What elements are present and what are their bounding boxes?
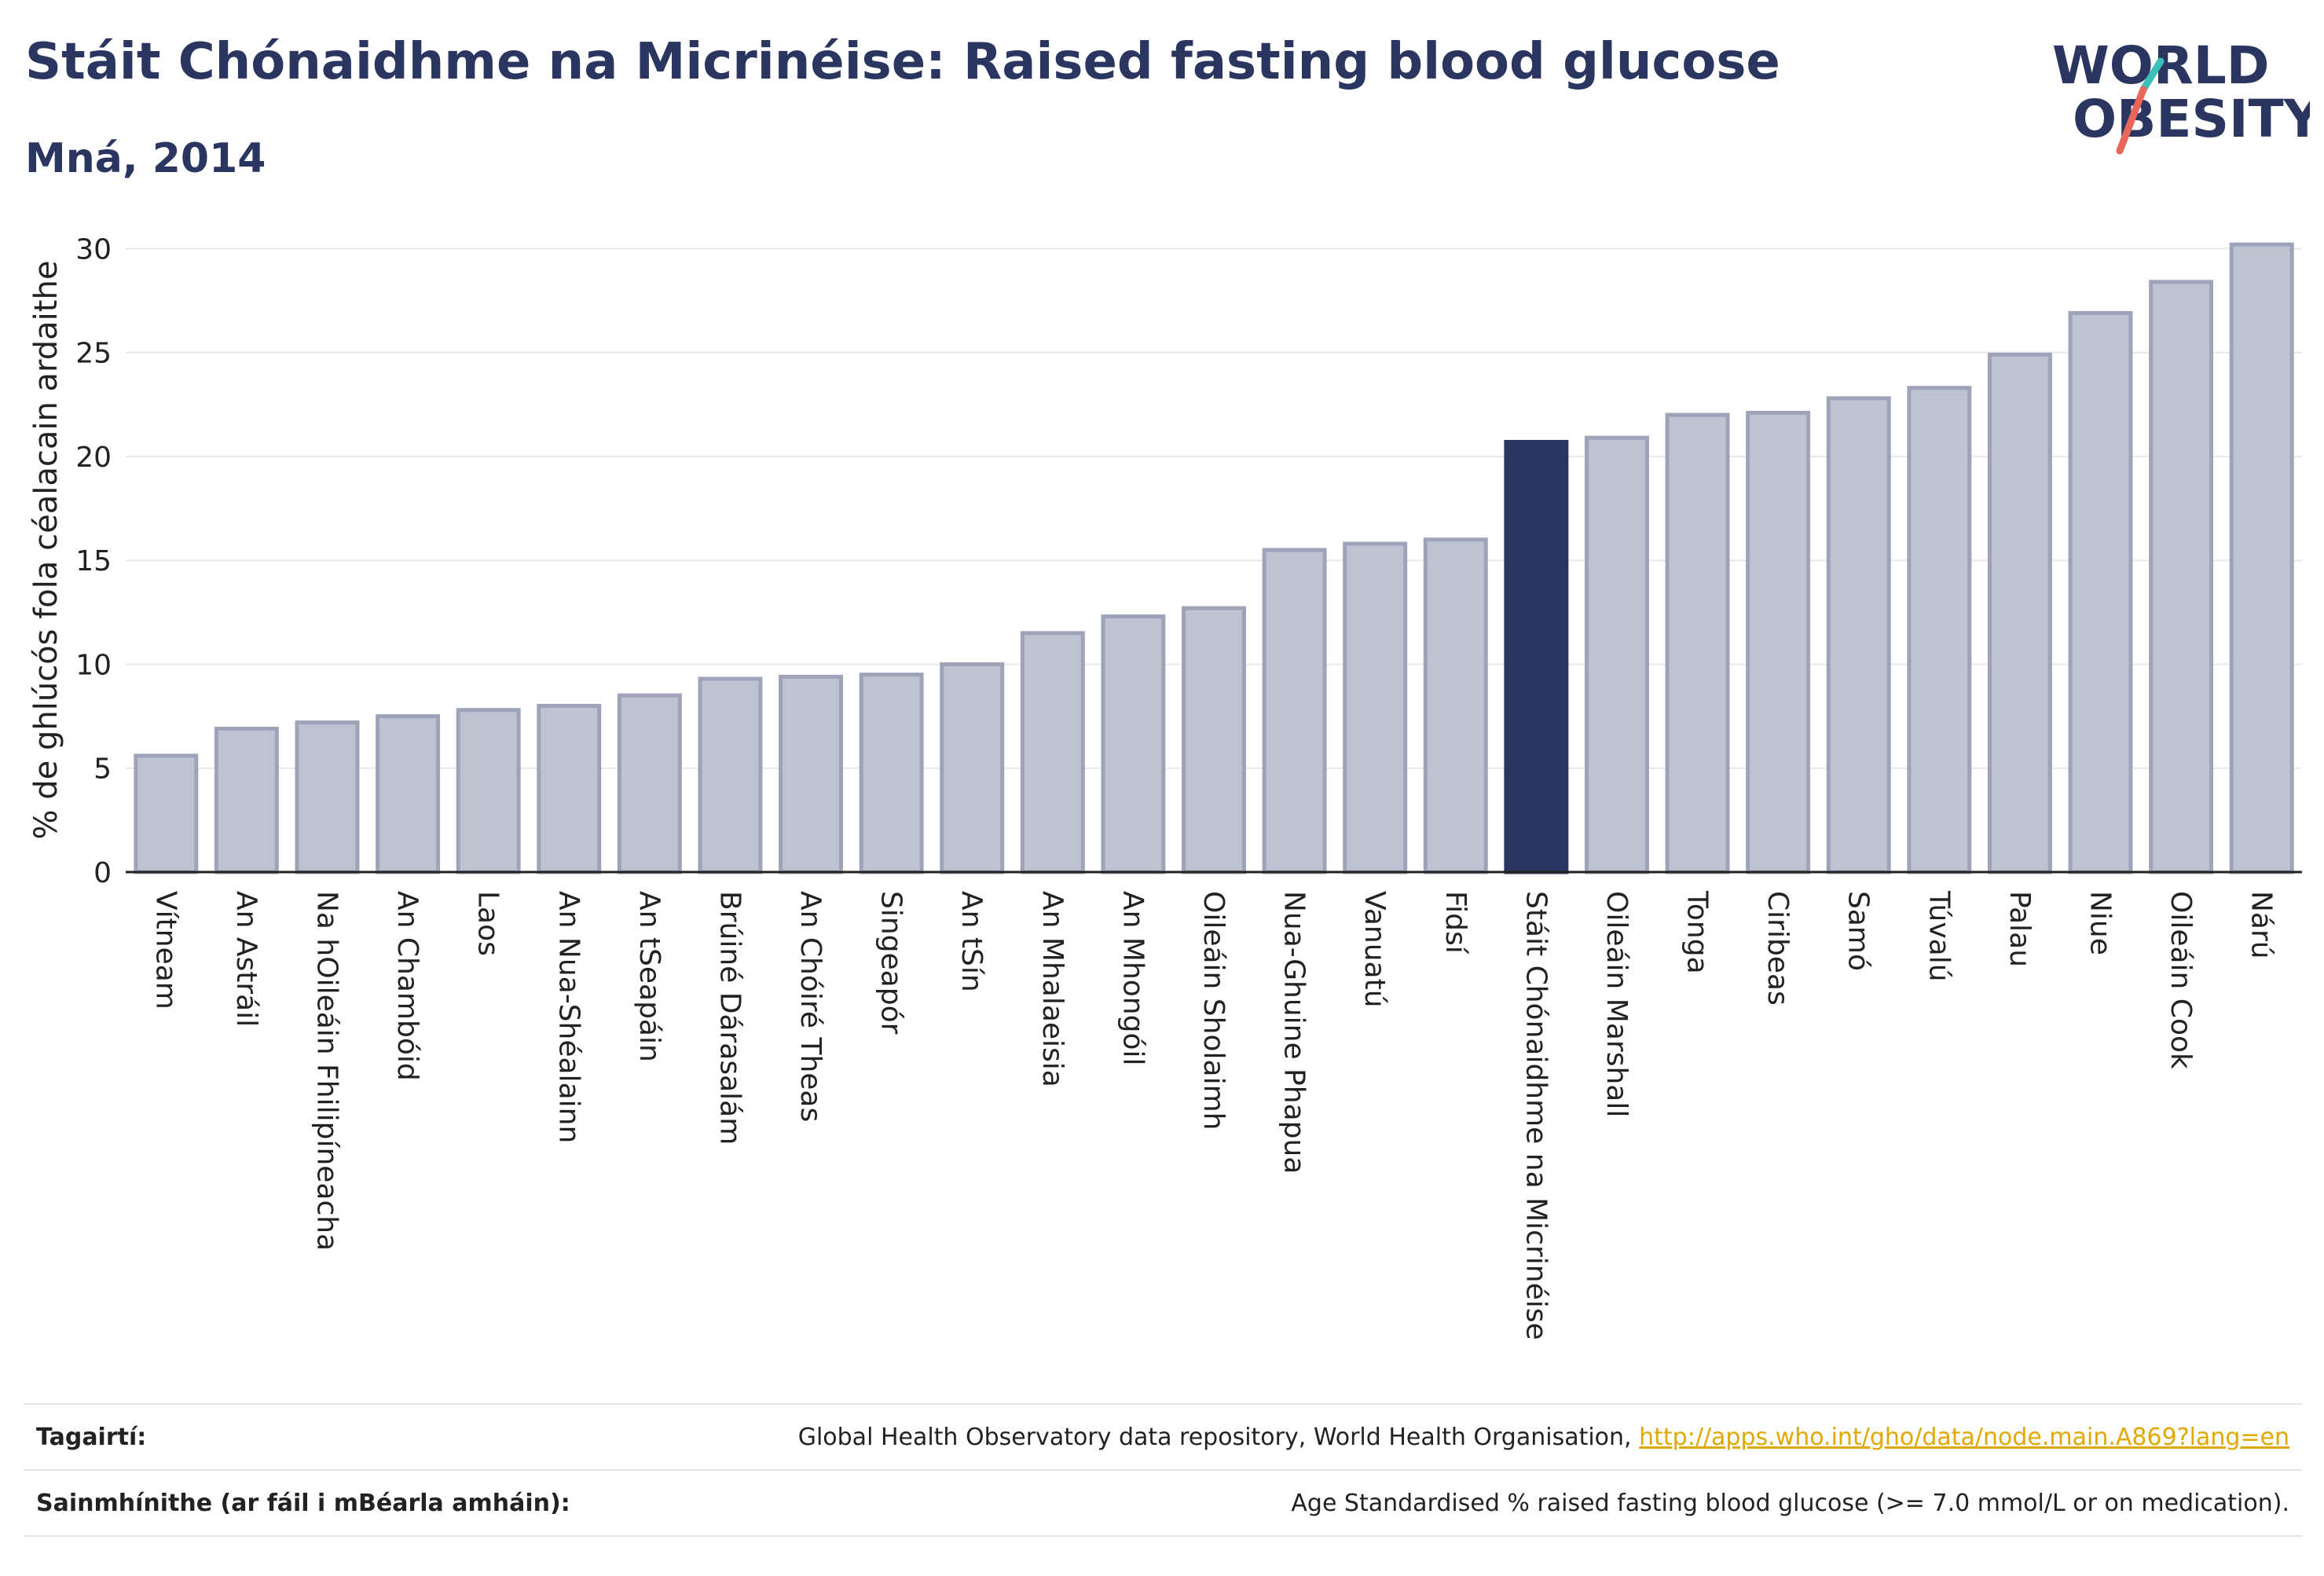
bar: [1584, 435, 1649, 874]
bar: [376, 714, 441, 874]
bar: [1665, 412, 1730, 874]
y-tick-label: 25: [75, 338, 112, 370]
logo-slash-teal: [2139, 57, 2165, 93]
x-tick-label: Palau: [2003, 891, 2036, 967]
bar: [1907, 386, 1972, 874]
x-tick-label: Na hOileáin Fhilipíneacha: [310, 891, 343, 1251]
x-tick-label: Brúiné Dárasalám: [713, 891, 746, 1145]
bar: [537, 703, 602, 874]
bar: [1182, 606, 1246, 874]
y-tick-labels: 0 5 10 15 20 25 30: [75, 233, 112, 889]
bar: [2068, 310, 2133, 874]
bar: [456, 708, 521, 874]
definitions-label: Sainmhínithe (ar fáil i mBéarla amháin):: [36, 1489, 570, 1517]
y-tick-label: 0: [93, 857, 112, 889]
y-tick-label: 10: [75, 649, 112, 681]
x-tick-label: Samó: [1842, 891, 1875, 971]
definitions-row: Sainmhínithe (ar fáil i mBéarla amháin):…: [24, 1469, 2302, 1537]
bar: [295, 720, 360, 874]
bar: [1101, 614, 1166, 874]
x-tick-label: An Chambóid: [391, 891, 423, 1081]
bar: [698, 676, 763, 874]
y-tick-label: 15: [75, 545, 112, 577]
logo-line-2: OBESITY: [2073, 89, 2310, 149]
bar-chart: 0 5 10 15 20 25 30 Vítneam An Astráil Na hOileái…: [28, 233, 2302, 1340]
y-tick-label: 20: [75, 442, 112, 474]
x-tick-label: Ciribeas: [1761, 891, 1794, 1006]
x-tick-label: An tSeapáin: [633, 891, 665, 1062]
bar: [1423, 537, 1488, 874]
y-tick-label: 30: [75, 233, 112, 266]
bar: [1987, 352, 2052, 874]
bars: [134, 242, 2294, 874]
x-tick-label: An Nua-Shéalainn: [552, 891, 585, 1143]
x-tick-label: Oileáin Cook: [2165, 891, 2197, 1069]
x-tick-label: Singeapór: [875, 891, 907, 1035]
x-tick-label: Nua-Ghuine Phapua: [1278, 891, 1310, 1174]
x-tick-label: Vítneam: [149, 891, 181, 1010]
bar: [1826, 396, 1891, 874]
references-label: Tagairtí:: [36, 1423, 147, 1451]
bar: [1343, 541, 1408, 874]
bar: [2229, 242, 2294, 874]
footer: Tagairtí: Global Health Observatory data…: [24, 1403, 2302, 1537]
x-tick-label: Túvalú: [1923, 890, 1955, 982]
x-tick-label: Tonga: [1681, 890, 1714, 974]
chart-title: Stáit Chónaidhme na Micrinéise: Raised f…: [25, 33, 1780, 91]
y-axis-label: % de ghlúcós fola céalacain ardaithe: [28, 261, 64, 840]
bar: [1504, 439, 1569, 874]
bar: [1262, 548, 1327, 874]
x-tick-label: Fidsí: [1439, 891, 1472, 955]
x-tick-label: An Mhalaeisia: [1036, 891, 1069, 1087]
x-tick-label: An Mhongóil: [1116, 891, 1149, 1066]
x-tick-label: An Astráil: [230, 891, 262, 1027]
definitions-text: Age Standardised % raised fasting blood …: [1291, 1489, 2289, 1517]
bar: [134, 753, 199, 874]
x-tick-label: Nárú: [2245, 891, 2278, 959]
x-tick-label: Niue: [2084, 891, 2117, 955]
bar: [1746, 410, 1811, 874]
bar: [779, 674, 844, 874]
x-tick-label: Stáit Chónaidhme na Micrinéise: [1519, 891, 1552, 1340]
references-row: Tagairtí: Global Health Observatory data…: [24, 1403, 2302, 1469]
x-tick-label: Vanuatú: [1358, 891, 1391, 1008]
references-link[interactable]: http://apps.who.int/gho/data/node.main.A…: [1639, 1423, 2289, 1451]
references-text: Global Health Observatory data repositor…: [797, 1423, 1632, 1451]
x-tick-label: Oileáin Marshall: [1600, 891, 1633, 1117]
bar: [617, 693, 682, 874]
x-tick-label: An Chóiré Theas: [794, 891, 827, 1122]
x-tick-label: Laos: [472, 891, 504, 956]
x-tick-labels: Vítneam An Astráil Na hOileáin Fhilipíneac…: [149, 890, 2277, 1340]
bar: [1020, 631, 1085, 874]
x-tick-label: Oileáin Sholaimh: [1197, 891, 1230, 1130]
bar: [214, 726, 279, 874]
chart-subtitle: Mná, 2014: [25, 135, 266, 182]
bar: [2149, 280, 2214, 874]
world-obesity-logo: WORLD OBESITY: [2052, 35, 2310, 155]
references-value: Global Health Observatory data repositor…: [798, 1424, 2302, 1451]
bar: [859, 673, 924, 874]
bar: [940, 662, 1005, 874]
logo-slash-coral: [2116, 86, 2147, 155]
y-tick-label: 5: [93, 753, 112, 786]
x-tick-label: An tSín: [955, 891, 988, 992]
